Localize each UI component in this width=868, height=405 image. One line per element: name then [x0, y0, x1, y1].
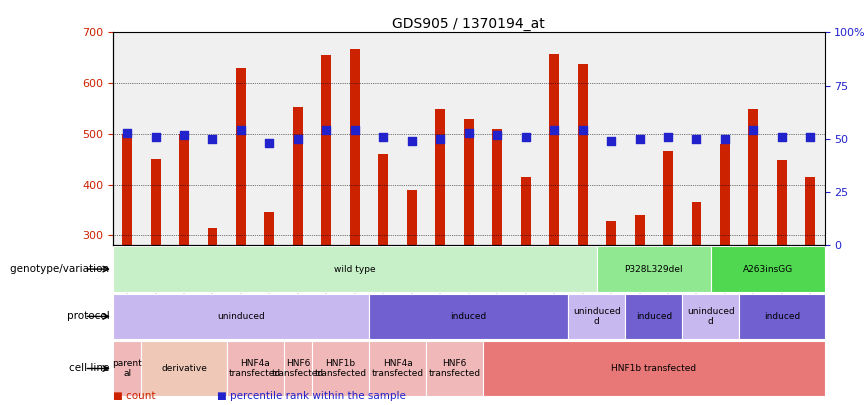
Point	[718, 136, 732, 142]
Bar	[227, 341, 284, 396]
Text: uninduced
d: uninduced d	[687, 307, 734, 326]
Point	[206, 136, 220, 142]
Text: wild type: wild type	[334, 264, 376, 274]
Point	[234, 127, 248, 134]
Bar	[293, 107, 303, 245]
Point	[291, 136, 305, 142]
Bar	[407, 190, 417, 245]
Point	[319, 127, 333, 134]
Point	[348, 127, 362, 134]
Text: HNF6
transfected: HNF6 transfected	[272, 359, 324, 378]
Point	[804, 134, 818, 140]
Bar	[122, 134, 132, 245]
Bar	[113, 246, 597, 292]
Bar	[549, 54, 559, 245]
Text: derivative: derivative	[161, 364, 207, 373]
Point	[661, 134, 675, 140]
Point	[633, 136, 647, 142]
Text: induced: induced	[635, 312, 672, 321]
Text: induced: induced	[764, 312, 800, 321]
Text: P328L329del: P328L329del	[624, 264, 683, 274]
Point	[120, 129, 134, 136]
Bar	[806, 177, 815, 245]
Point	[148, 134, 162, 140]
Text: induced: induced	[450, 312, 487, 321]
Bar	[236, 68, 246, 245]
Point	[490, 131, 504, 138]
Bar	[435, 109, 445, 245]
Text: genotype/variation: genotype/variation	[10, 264, 113, 274]
Text: ■ count: ■ count	[113, 391, 155, 401]
Point	[775, 134, 789, 140]
Bar	[521, 177, 530, 245]
Bar	[464, 119, 474, 245]
Text: HNF4a
transfected: HNF4a transfected	[372, 359, 424, 378]
Bar	[207, 228, 218, 245]
Bar	[635, 215, 645, 245]
Title: GDS905 / 1370194_at: GDS905 / 1370194_at	[392, 17, 545, 31]
Bar	[265, 213, 274, 245]
Bar	[606, 221, 616, 245]
Bar	[777, 160, 787, 245]
Bar	[150, 159, 161, 245]
Point	[547, 127, 561, 134]
Text: A263insGG: A263insGG	[742, 264, 792, 274]
Bar	[577, 64, 588, 245]
Bar	[692, 202, 701, 245]
Bar	[720, 144, 730, 245]
Point	[604, 138, 618, 144]
Text: HNF6
transfected: HNF6 transfected	[429, 359, 481, 378]
Bar	[663, 151, 673, 245]
Point	[575, 127, 589, 134]
Text: HNF1b transfected: HNF1b transfected	[611, 364, 696, 373]
Bar	[682, 294, 740, 339]
Bar	[141, 341, 227, 396]
Point	[177, 131, 191, 138]
Bar	[321, 55, 332, 245]
Point	[404, 138, 418, 144]
Point	[519, 134, 533, 140]
Point	[377, 134, 391, 140]
Bar	[483, 341, 825, 396]
Text: ■ percentile rank within the sample: ■ percentile rank within the sample	[217, 391, 406, 401]
Text: protocol: protocol	[67, 311, 113, 322]
Bar	[113, 294, 369, 339]
Point	[689, 136, 703, 142]
Text: uninduced
d: uninduced d	[573, 307, 621, 326]
Bar	[597, 246, 711, 292]
Text: cell line: cell line	[69, 364, 113, 373]
Text: HNF4a
transfected: HNF4a transfected	[229, 359, 281, 378]
Bar	[179, 134, 189, 245]
Text: uninduced: uninduced	[217, 312, 265, 321]
Bar	[312, 341, 369, 396]
Bar	[369, 341, 426, 396]
Text: HNF1b
transfected: HNF1b transfected	[314, 359, 366, 378]
Bar	[569, 294, 625, 339]
Bar	[350, 49, 360, 245]
Bar	[378, 154, 388, 245]
Bar	[748, 109, 759, 245]
Text: parent
al: parent al	[112, 359, 142, 378]
Bar	[113, 341, 141, 396]
Bar	[740, 294, 825, 339]
Point	[262, 140, 276, 147]
Bar	[492, 129, 503, 245]
Point	[462, 129, 476, 136]
Bar	[426, 341, 483, 396]
Bar	[625, 294, 682, 339]
Bar	[284, 341, 312, 396]
Bar	[369, 294, 569, 339]
Bar	[711, 246, 825, 292]
Point	[433, 136, 447, 142]
Point	[746, 127, 760, 134]
